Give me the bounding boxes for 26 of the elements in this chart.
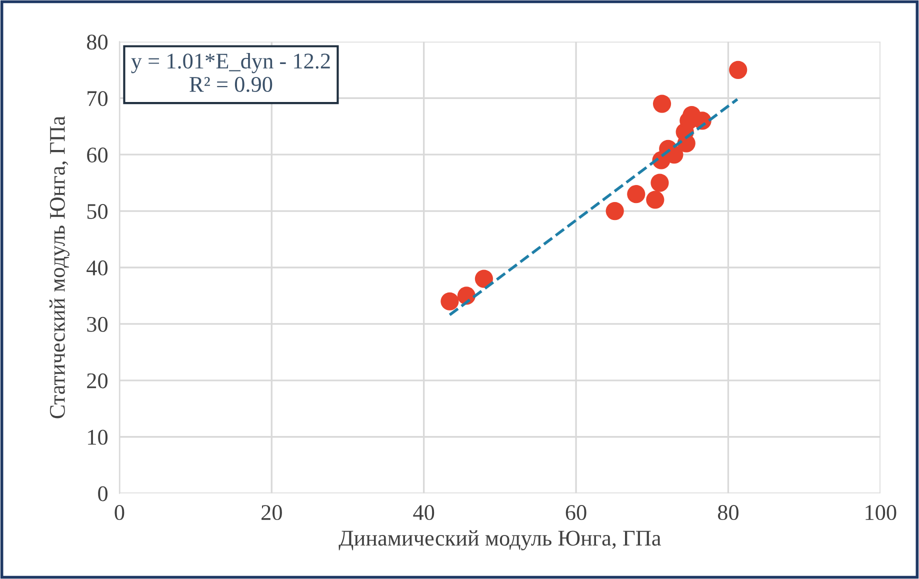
point xyxy=(606,202,624,220)
point xyxy=(650,174,669,192)
x-tick-label: 80 xyxy=(718,505,738,520)
point xyxy=(646,190,664,209)
y-tick-label: 50 xyxy=(87,204,108,219)
x-tick-label: 40 xyxy=(413,505,434,520)
point xyxy=(440,292,459,310)
x-tick-label: 0 xyxy=(114,505,124,520)
x-axis-title: Динамический модуль Юнга, ГПа xyxy=(338,530,661,550)
y-tick-label: 80 xyxy=(86,34,108,50)
y-axis-title: Статический модуль Юнга, ГПа xyxy=(49,116,70,418)
y-tick-label: 70 xyxy=(88,91,108,106)
x-tick-label: 100 xyxy=(866,505,896,520)
annotation: y = 1.01*E_dyn - 12.2 R² = 0.90 xyxy=(131,52,330,92)
point xyxy=(652,94,672,113)
y-tick-label: 0 xyxy=(98,486,108,502)
y-tick-label: 60 xyxy=(87,148,108,163)
x-tick-label: 60 xyxy=(566,505,586,520)
y-tick-label: 10 xyxy=(88,430,108,445)
point xyxy=(474,270,494,288)
y-tick-label: 40 xyxy=(86,260,108,276)
point xyxy=(729,60,748,79)
x-tick-label: 20 xyxy=(262,505,282,520)
y-tick-label: 20 xyxy=(87,373,108,388)
y-tick-label: 30 xyxy=(87,316,108,332)
point xyxy=(627,185,646,204)
